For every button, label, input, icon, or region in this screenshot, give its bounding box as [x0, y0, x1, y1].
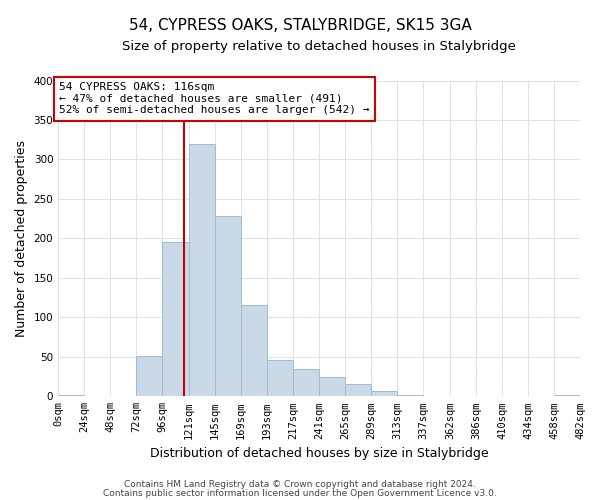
Bar	[241, 304, 267, 396]
Text: Contains public sector information licensed under the Open Government Licence v3: Contains public sector information licen…	[103, 489, 497, 498]
Bar	[189, 144, 215, 396]
Bar	[371, 391, 397, 396]
Bar	[293, 368, 319, 396]
Bar	[162, 242, 189, 396]
X-axis label: Distribution of detached houses by size in Stalybridge: Distribution of detached houses by size …	[150, 447, 488, 460]
Bar	[397, 394, 423, 396]
Text: Contains HM Land Registry data © Crown copyright and database right 2024.: Contains HM Land Registry data © Crown c…	[124, 480, 476, 489]
Bar	[58, 394, 84, 396]
Bar	[215, 216, 241, 396]
Bar	[319, 376, 345, 396]
Title: Size of property relative to detached houses in Stalybridge: Size of property relative to detached ho…	[122, 40, 516, 53]
Bar	[136, 356, 162, 397]
Text: 54, CYPRESS OAKS, STALYBRIDGE, SK15 3GA: 54, CYPRESS OAKS, STALYBRIDGE, SK15 3GA	[128, 18, 472, 32]
Y-axis label: Number of detached properties: Number of detached properties	[15, 140, 28, 337]
Bar	[345, 384, 371, 396]
Bar	[554, 394, 580, 396]
Bar	[267, 360, 293, 397]
Text: 54 CYPRESS OAKS: 116sqm
← 47% of detached houses are smaller (491)
52% of semi-d: 54 CYPRESS OAKS: 116sqm ← 47% of detache…	[59, 82, 370, 116]
